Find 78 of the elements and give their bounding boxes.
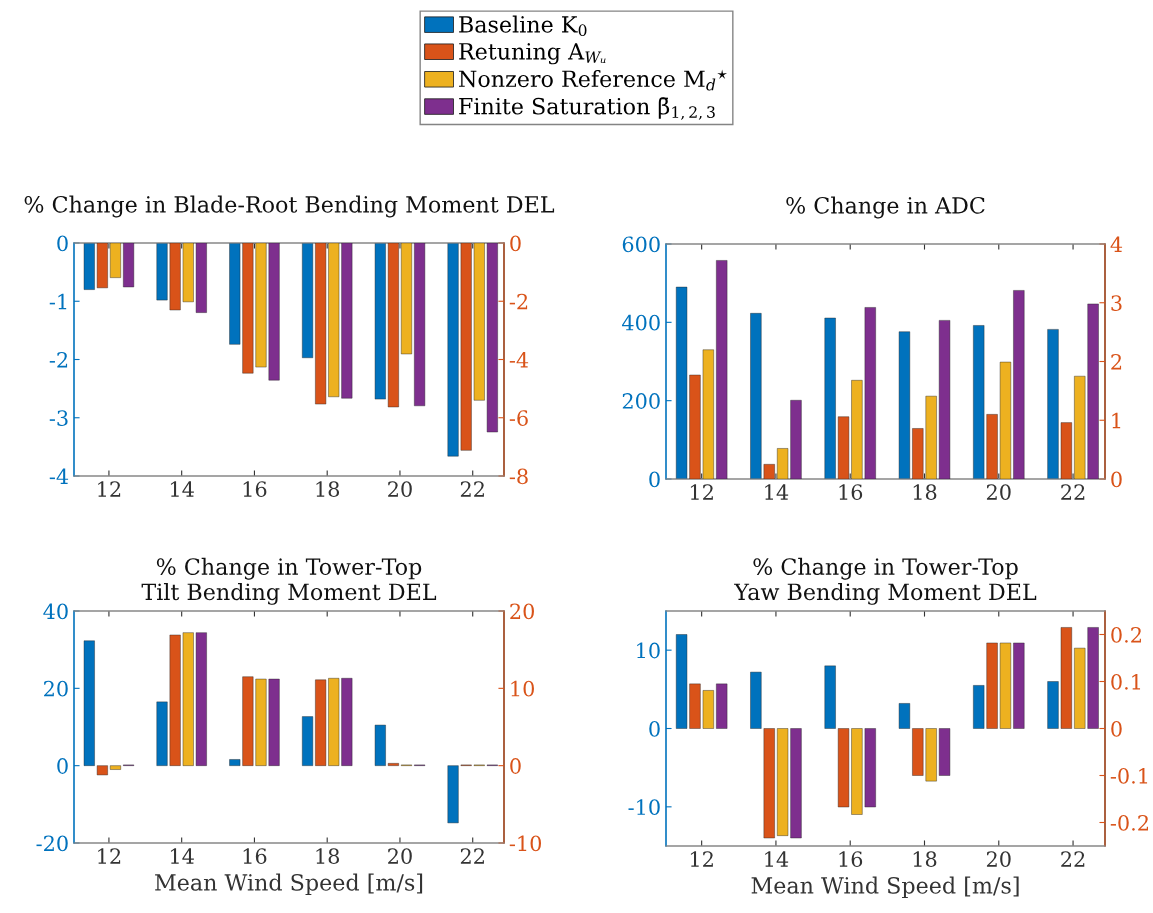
y2-tick-label: 0.2: [1111, 626, 1141, 643]
x-tick-label: 16: [243, 481, 267, 497]
y2-tick-label: -6: [509, 410, 528, 426]
x-tick-label: 14: [765, 851, 789, 867]
x-tick-label: 16: [839, 484, 863, 500]
y-tick-label: 10: [637, 642, 660, 659]
x-tick-label: 12: [98, 481, 121, 497]
x-tick-label: 14: [765, 484, 789, 500]
x-tick-label: 18: [316, 481, 340, 497]
y2-tick-label: -0.2: [1110, 814, 1148, 831]
legend-label: Retuning A$_{Wᵤ}$: [459, 43, 606, 65]
y-tick-label: 400: [622, 314, 660, 331]
y2-tick-label: 0: [1111, 720, 1122, 737]
x-tick-label: 12: [690, 851, 713, 867]
x-tick-label: 20: [388, 481, 412, 497]
x-tick-label: 12: [98, 848, 121, 864]
x-tick-label: 20: [986, 484, 1011, 500]
y2-tick-label: 10: [511, 680, 534, 697]
y2-tick-label: 0.1: [1111, 673, 1141, 690]
y2-tick-label: 1: [1112, 412, 1121, 429]
bar: [1013, 290, 1025, 479]
x-axis-title: Mean Wind Speed [m/s]: [751, 876, 1019, 899]
x-tick-label: 20: [986, 851, 1011, 867]
x-tick-label: 20: [388, 848, 412, 864]
y-tick-label: 0: [57, 235, 68, 252]
x-tick-label: 14: [170, 481, 194, 497]
chart-title: % Change in ADC: [786, 196, 985, 219]
legend-label: Finite Saturation β̄$_{1,2,3}$: [459, 97, 715, 120]
x-tick-label: 18: [316, 848, 340, 864]
y-tick-label: 0: [57, 758, 68, 774]
bar: [938, 320, 951, 479]
y2-tick-label: 0: [510, 235, 521, 252]
x-tick-label: 22: [1061, 484, 1085, 500]
y2-tick-label: 3: [1111, 295, 1122, 311]
bar: [1013, 642, 1025, 729]
bar: [109, 765, 121, 770]
x-tick-label: 18: [913, 484, 937, 500]
y2-tick-label: 4: [1110, 236, 1123, 252]
y-tick-label: 0: [649, 471, 660, 488]
x-tick-label: 18: [913, 851, 937, 867]
y2-tick-label: 0: [1111, 471, 1122, 488]
x-tick-label: 22: [460, 481, 484, 497]
y2-tick-label: -10: [509, 835, 542, 852]
bar: [938, 728, 951, 776]
y-tick-label: 200: [622, 393, 660, 409]
y-tick-label: 600: [622, 236, 660, 253]
y-tick-label: -10: [628, 799, 660, 816]
legend-label: Baseline K$_{0}$: [459, 15, 587, 37]
y-tick-label: 40: [43, 603, 68, 620]
x-tick-label: 22: [1061, 851, 1085, 867]
x-tick-label: 22: [460, 848, 484, 864]
y-tick-label: -4: [49, 468, 69, 484]
y-tick-label: -1: [49, 293, 67, 310]
y2-tick-label: 2: [1111, 353, 1122, 370]
y2-tick-label: -4: [509, 351, 529, 368]
y-tick-label: 20: [44, 680, 68, 697]
x-tick-label: 16: [243, 848, 267, 864]
y2-tick-label: 20: [510, 603, 534, 620]
y-tick-label: -2: [49, 351, 68, 368]
x-tick-label: 12: [690, 484, 713, 500]
bar: [716, 683, 728, 729]
y2-tick-label: 0: [510, 758, 521, 774]
x-tick-label: 16: [839, 851, 863, 867]
y-tick-label: -3: [49, 410, 68, 426]
bar: [898, 331, 911, 479]
chart-title: % Change in Blade-Root Bending Moment DEL: [24, 195, 555, 218]
x-axis-title: Mean Wind Speed [m/s]: [155, 873, 423, 896]
y-tick-label: 0: [649, 720, 660, 737]
chart-title: % Change in Tower-Top Yaw Bending Moment DEL: [734, 557, 1037, 605]
legend-label: Nonzero Reference M$_{d}$$^{⋆}$: [459, 69, 728, 91]
y2-tick-label: -0.1: [1110, 767, 1148, 784]
bar: [898, 703, 911, 729]
y-tick-label: -20: [36, 835, 68, 852]
x-tick-label: 14: [170, 848, 194, 864]
y2-tick-label: -8: [509, 468, 528, 485]
chart-title: % Change in Tower-Top Tilt Bending Moment DEL: [141, 557, 437, 605]
bar: [716, 260, 728, 479]
y2-tick-label: -2: [509, 293, 528, 310]
